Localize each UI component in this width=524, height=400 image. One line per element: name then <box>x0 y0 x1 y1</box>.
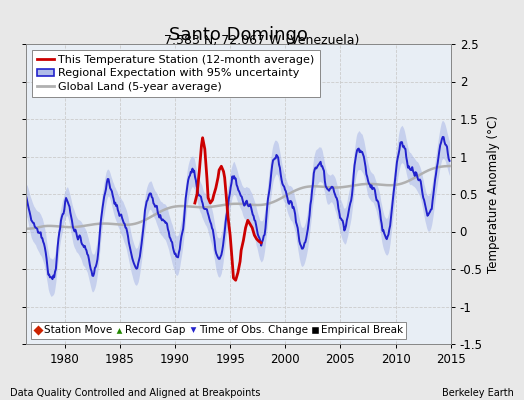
Y-axis label: Temperature Anomaly (°C): Temperature Anomaly (°C) <box>487 115 500 273</box>
Text: 7.583 N, 72.067 W (Venezuela): 7.583 N, 72.067 W (Venezuela) <box>165 34 359 47</box>
Title: Santo Domingo: Santo Domingo <box>169 26 308 44</box>
Legend: Station Move, Record Gap, Time of Obs. Change, Empirical Break: Station Move, Record Gap, Time of Obs. C… <box>31 322 407 339</box>
Text: Berkeley Earth: Berkeley Earth <box>442 388 514 398</box>
Text: Data Quality Controlled and Aligned at Breakpoints: Data Quality Controlled and Aligned at B… <box>10 388 261 398</box>
